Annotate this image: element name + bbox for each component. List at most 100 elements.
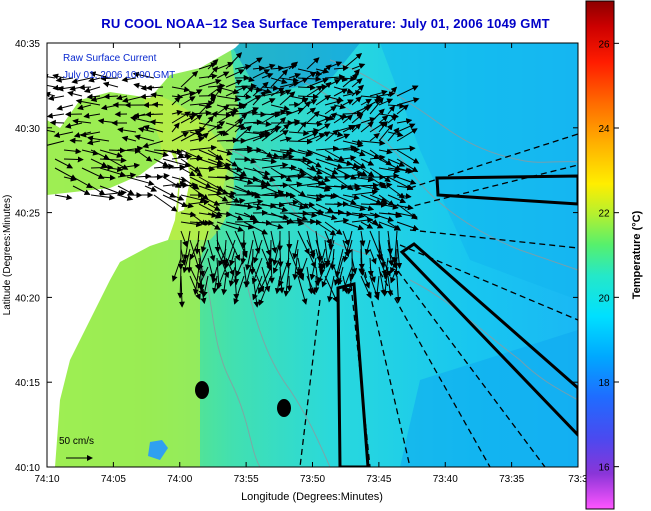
current-vector [261, 98, 276, 106]
current-vector [317, 266, 326, 284]
current-vector [297, 149, 314, 156]
current-vector [198, 165, 216, 172]
current-vector [387, 194, 407, 204]
current-vector [265, 248, 272, 269]
overlay-current-time: July 01, 2006 10:00 GMT [63, 70, 175, 81]
x-tick-label: 73:45 [366, 474, 391, 485]
current-vector [252, 219, 272, 226]
current-vector [71, 77, 92, 84]
current-vector [207, 158, 224, 166]
current-vector [243, 133, 266, 142]
current-vector [285, 239, 292, 269]
current-vector [346, 239, 353, 256]
current-vector [234, 125, 252, 142]
current-vector [252, 65, 265, 72]
current-vector [315, 193, 337, 200]
current-vector [360, 185, 380, 192]
current-vector [53, 131, 74, 138]
current-vector [360, 158, 375, 166]
current-vector [306, 132, 326, 142]
current-vector [274, 275, 281, 295]
current-vector [207, 239, 216, 262]
current-vector [270, 130, 289, 142]
current-vector [315, 81, 332, 97]
current-vector [83, 112, 101, 119]
current-vector [396, 104, 409, 115]
current-vector [306, 128, 320, 134]
current-vector [360, 221, 374, 229]
current-vector [315, 212, 338, 221]
current-vector [387, 158, 406, 167]
current-vector [272, 257, 281, 274]
current-vector [306, 158, 322, 168]
current-vector [297, 68, 322, 77]
current-vector [324, 129, 339, 142]
current-vector [333, 194, 357, 205]
current-vector [351, 189, 379, 196]
current-vector [369, 212, 395, 222]
current-vector [142, 140, 164, 149]
current-vector [171, 154, 193, 160]
current-vector [261, 176, 276, 183]
current-vector [333, 144, 357, 151]
current-vector [315, 176, 331, 183]
current-vector [180, 126, 206, 133]
current-vector [100, 75, 119, 82]
current-vector [315, 131, 331, 142]
current-vector [288, 212, 309, 222]
current-vector [396, 123, 416, 133]
current-vector [252, 275, 260, 308]
colorbar-tick-label: 18 [598, 378, 610, 389]
y-tick-label: 40:15 [15, 378, 40, 389]
current-vector [315, 67, 330, 74]
current-vector [135, 149, 153, 162]
y-axis-ticks: 40:35 40:30 40:25 40:20 40:15 40:10 [15, 39, 578, 474]
current-vector [396, 184, 414, 191]
current-vector [279, 136, 292, 143]
x-tick-label: 73:35 [499, 474, 524, 485]
current-vector [207, 130, 226, 142]
current-vector [315, 123, 331, 133]
current-vector [171, 86, 191, 93]
current-vector [351, 203, 375, 212]
current-vector [171, 182, 189, 189]
current-vector [309, 257, 317, 281]
current-vector [180, 90, 196, 97]
current-vector [396, 176, 417, 185]
current-vector [235, 257, 245, 277]
current-vector [234, 218, 260, 225]
y-axis-label: Latitude (Degrees:Minutes) [2, 195, 13, 316]
current-vector [121, 76, 137, 83]
current-vector [297, 194, 323, 202]
current-vector [153, 194, 178, 212]
current-vector [152, 101, 164, 108]
current-vector [288, 61, 299, 70]
current-vector [99, 157, 127, 164]
current-vector [86, 139, 101, 146]
current-vector [252, 129, 271, 136]
current-vector [252, 86, 273, 94]
current-vector [342, 203, 366, 212]
current-vector [182, 230, 191, 261]
current-vector [225, 212, 244, 221]
current-vector [360, 104, 371, 115]
current-vector [336, 266, 344, 286]
current-vector [171, 194, 185, 201]
current-vector [243, 191, 258, 198]
current-vector [297, 275, 308, 305]
current-vector [279, 89, 292, 97]
current-vector [80, 131, 101, 138]
current-vector [261, 230, 272, 257]
current-vector [198, 96, 217, 115]
current-vector [369, 89, 388, 97]
current-vector [77, 104, 92, 111]
current-vector [153, 163, 175, 170]
current-vector [233, 275, 245, 305]
current-vector [252, 192, 281, 199]
temperature-colorbar [585, 0, 615, 510]
current-vector [216, 197, 246, 205]
current-vector [341, 266, 353, 292]
current-vector [134, 134, 155, 142]
current-vector [396, 128, 418, 142]
current-vector [261, 126, 280, 142]
